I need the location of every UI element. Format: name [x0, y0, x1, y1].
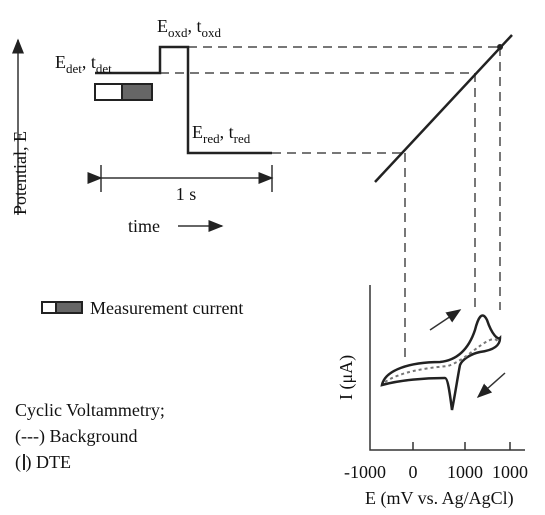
cv-ticks — [412, 442, 511, 450]
cv-tick-label: 1000 — [447, 462, 483, 482]
time-label: time — [128, 216, 160, 236]
cv-curve — [380, 314, 502, 411]
projection-lines — [160, 46, 501, 360]
measure-box — [121, 83, 153, 101]
red-label: Ered, tred — [192, 122, 251, 146]
cv-y-label: I (μA) — [336, 355, 357, 400]
cv-tick-label: -1000 — [344, 462, 386, 482]
det-label: Edet, tdet — [55, 52, 112, 76]
cv-arrow — [476, 372, 506, 398]
dot — [497, 44, 503, 50]
cv-axes — [369, 285, 525, 451]
oxd-label: Eoxd, toxd — [157, 16, 222, 40]
y-axis-label: Potential, E — [10, 131, 30, 215]
legend-label: Measurement current — [90, 298, 243, 318]
legend-white — [41, 301, 57, 314]
rest-box — [94, 83, 123, 101]
legend-dark — [55, 301, 83, 314]
cv-background — [384, 338, 499, 383]
cv-x-label: E (mV vs. Ag/AgCl) — [365, 488, 514, 509]
note: Cyclic Voltammetry; — [15, 400, 165, 420]
cv-tick-label: 0 — [409, 462, 418, 482]
waveform — [95, 45, 272, 155]
cv-tick-label: 1000 — [492, 462, 528, 482]
cv-arrow — [429, 309, 462, 331]
note: (---) Background — [15, 426, 137, 447]
period-label: 1 s — [176, 184, 197, 204]
note: ( ) DTE — [15, 452, 71, 473]
diagonal — [374, 34, 513, 183]
